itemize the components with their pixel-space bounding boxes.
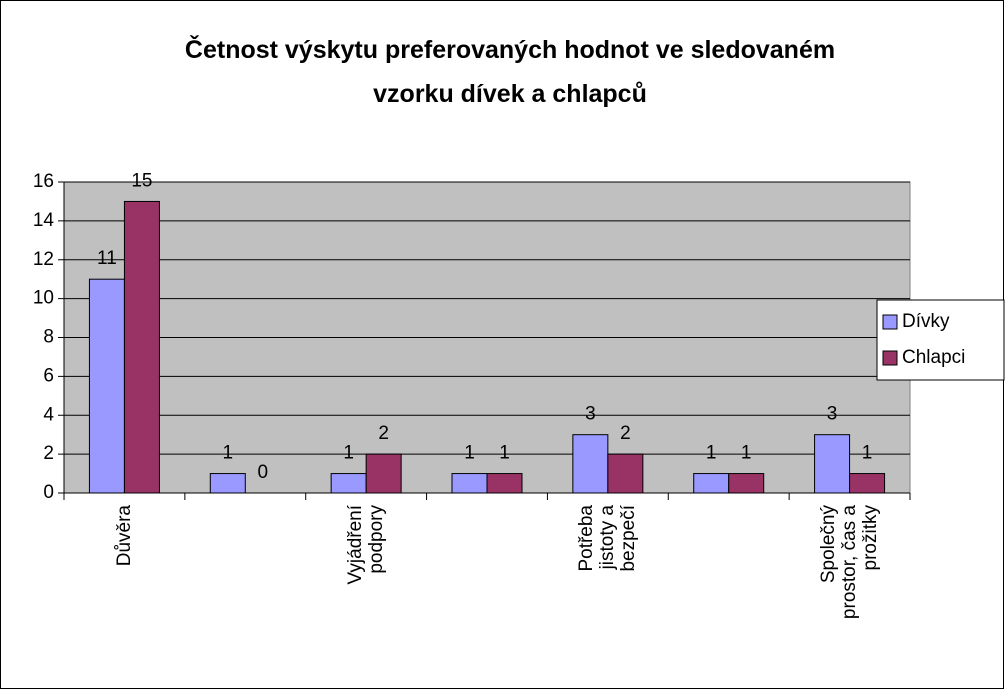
bar (451, 473, 488, 494)
legend-label: Dívky (902, 311, 950, 332)
x-tick-label: Vyjádření podpory (345, 505, 388, 585)
x-tick-label: Důvěra (113, 505, 135, 567)
data-label: 1 (499, 443, 510, 464)
y-tick-label: 16 (33, 171, 54, 192)
data-label: 1 (343, 443, 354, 464)
y-tick-label: 0 (43, 482, 54, 503)
data-label: 0 (257, 462, 268, 483)
data-label: 1 (464, 443, 475, 464)
y-tick-label: 10 (33, 288, 54, 309)
data-label: 2 (620, 423, 631, 444)
legend-swatch (882, 350, 898, 366)
data-label: 11 (97, 248, 117, 269)
data-label: 1 (222, 443, 233, 464)
data-label: 3 (827, 404, 838, 425)
bar (693, 473, 730, 494)
y-tick-label: 8 (43, 327, 54, 348)
bar (88, 278, 125, 494)
data-label: 3 (585, 404, 596, 425)
bar (728, 473, 765, 494)
chart-title: Četnost výskytu preferovaných hodnot ve … (184, 36, 836, 108)
bar (330, 473, 367, 494)
y-tick-label: 6 (43, 365, 54, 386)
data-label: 1 (741, 443, 752, 464)
x-tick-label: Společný prostor, čas a prožitky (818, 505, 882, 620)
legend (876, 299, 1005, 381)
y-tick-label: 14 (33, 210, 55, 231)
bar (814, 434, 851, 494)
y-tick-label: 12 (33, 249, 54, 270)
y-tick-label: 2 (43, 443, 54, 464)
bar (123, 200, 160, 494)
bar (849, 473, 886, 494)
bar (365, 453, 402, 494)
data-label: 15 (131, 170, 152, 191)
legend-swatch (882, 314, 898, 330)
legend-label: Chlapci (902, 347, 965, 368)
bar (486, 473, 523, 494)
data-label: 1 (862, 443, 873, 464)
data-label: 2 (378, 423, 389, 444)
bar (572, 434, 609, 494)
bar (209, 473, 246, 494)
y-tick-label: 4 (43, 404, 54, 425)
data-label: 1 (706, 443, 717, 464)
bar (607, 453, 644, 494)
x-tick-label: Potřeba jistoty a bezpečí (576, 505, 640, 572)
